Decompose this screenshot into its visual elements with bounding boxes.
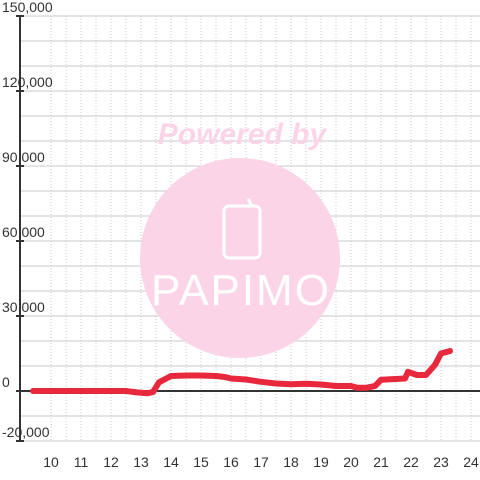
y-tick-label: 90,000 — [2, 149, 45, 165]
x-tick-label: 10 — [43, 454, 59, 470]
x-tick-label: 13 — [133, 454, 149, 470]
y-tick-label: 60,000 — [2, 224, 45, 240]
watermark-brand: PAPIMO — [151, 266, 331, 315]
tick-labels: -20,000 0 30,000 60,000 90,000 120,000 150,000… — [2, 0, 479, 470]
x-tick-label: 22 — [403, 454, 419, 470]
x-tick-label: 18 — [283, 454, 299, 470]
y-tick-label: 150,000 — [2, 0, 53, 15]
x-tick-label: 17 — [253, 454, 269, 470]
x-tick-label: 15 — [193, 454, 209, 470]
y-tick-label: 30,000 — [2, 299, 45, 315]
series-layer — [30, 348, 453, 397]
y-tick-label: 120,000 — [2, 74, 53, 90]
x-tick-label: 11 — [74, 454, 89, 470]
x-tick-label: 23 — [433, 454, 449, 470]
watermark: Powered by PAPIMO — [140, 118, 340, 358]
x-tick-label: 20 — [343, 454, 359, 470]
x-tick-label: 24 — [463, 454, 479, 470]
x-tick-label: 16 — [223, 454, 239, 470]
x-tick-label: 14 — [163, 454, 179, 470]
y-tick-label: -20,000 — [2, 424, 50, 440]
x-tick-label: 19 — [313, 454, 329, 470]
series-line — [30, 348, 453, 397]
phone-icon — [222, 198, 262, 260]
x-tick-label: 21 — [373, 454, 389, 470]
watermark-text: Powered by — [158, 118, 328, 151]
y-tick-label: 0 — [2, 374, 10, 390]
x-tick-label: 12 — [103, 454, 119, 470]
